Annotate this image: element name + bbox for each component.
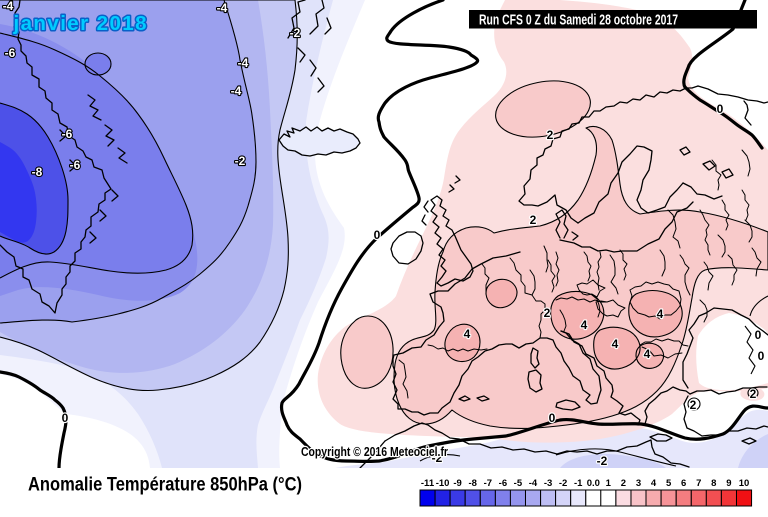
svg-text:-4: -4 xyxy=(231,84,242,98)
svg-text:0: 0 xyxy=(549,411,556,425)
svg-text:2: 2 xyxy=(544,306,551,320)
svg-text:-2: -2 xyxy=(559,478,567,489)
svg-text:10: 10 xyxy=(739,478,750,489)
svg-text:4: 4 xyxy=(581,318,588,332)
svg-text:Anomalie Température 850hPa (°: Anomalie Température 850hPa (°C) xyxy=(28,475,302,496)
svg-text:-10: -10 xyxy=(436,478,450,489)
svg-text:-6: -6 xyxy=(70,158,81,172)
svg-text:-6: -6 xyxy=(5,46,16,60)
svg-text:Copyright © 2016 Meteociel.fr: Copyright © 2016 Meteociel.fr xyxy=(301,445,448,459)
svg-text:7: 7 xyxy=(696,478,701,489)
svg-text:0: 0 xyxy=(758,349,765,363)
svg-text:0.0: 0.0 xyxy=(587,478,600,489)
svg-text:2: 2 xyxy=(547,128,554,142)
svg-text:-2: -2 xyxy=(290,26,301,40)
svg-text:5: 5 xyxy=(666,478,672,489)
svg-text:0: 0 xyxy=(374,228,381,242)
svg-text:-2: -2 xyxy=(597,454,608,468)
svg-text:-4: -4 xyxy=(238,56,249,70)
svg-text:4: 4 xyxy=(657,307,664,321)
svg-text:0: 0 xyxy=(717,102,724,116)
svg-text:-2: -2 xyxy=(235,154,246,168)
svg-text:4: 4 xyxy=(612,337,619,351)
svg-text:0: 0 xyxy=(755,328,762,342)
svg-text:-7: -7 xyxy=(484,478,492,489)
svg-text:3: 3 xyxy=(636,478,641,489)
svg-text:0: 0 xyxy=(62,411,69,425)
svg-text:-9: -9 xyxy=(453,478,461,489)
svg-text:2: 2 xyxy=(621,478,626,489)
svg-text:-2: -2 xyxy=(432,451,443,465)
svg-text:-6: -6 xyxy=(62,127,73,141)
svg-text:6: 6 xyxy=(681,478,686,489)
svg-text:Run CFS 0 Z du Samedi 28 octob: Run CFS 0 Z du Samedi 28 octobre 2017 xyxy=(479,13,678,29)
svg-text:-4: -4 xyxy=(529,478,538,489)
svg-text:4: 4 xyxy=(644,347,651,361)
svg-text:2: 2 xyxy=(690,398,697,412)
svg-text:-3: -3 xyxy=(544,478,552,489)
svg-text:2: 2 xyxy=(750,387,757,401)
svg-text:-11: -11 xyxy=(421,478,435,489)
svg-text:-8: -8 xyxy=(468,478,476,489)
svg-text:4: 4 xyxy=(464,327,471,341)
svg-text:4: 4 xyxy=(651,478,657,489)
svg-text:-8: -8 xyxy=(32,165,43,179)
svg-text:2: 2 xyxy=(530,213,537,227)
svg-text:janvier 2018: janvier 2018 xyxy=(13,12,147,35)
svg-text:8: 8 xyxy=(711,478,716,489)
svg-text:-6: -6 xyxy=(499,478,507,489)
svg-text:-1: -1 xyxy=(574,478,583,489)
svg-text:-4: -4 xyxy=(217,1,228,15)
svg-text:1: 1 xyxy=(606,478,612,489)
svg-text:-5: -5 xyxy=(514,478,523,489)
svg-text:-4: -4 xyxy=(3,0,14,13)
svg-text:9: 9 xyxy=(726,478,731,489)
